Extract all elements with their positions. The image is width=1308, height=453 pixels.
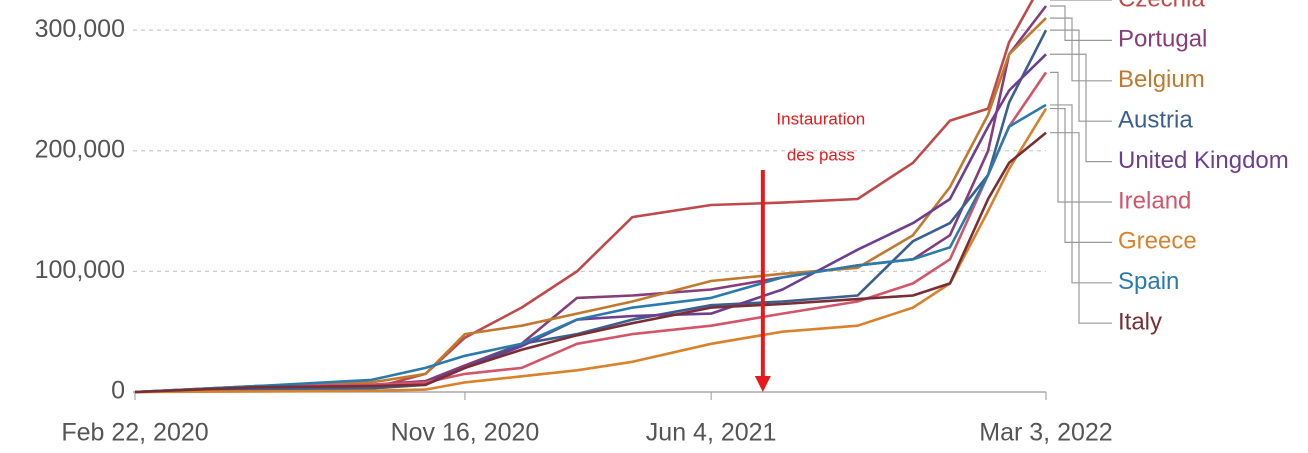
legend-label: Portugal [1118, 26, 1207, 53]
series-line [134, 107, 1048, 394]
y-tick-label: 0 [111, 377, 125, 405]
legend-label: Italy [1118, 309, 1162, 336]
series-line [134, 17, 1047, 394]
label-connector [1050, 104, 1112, 284]
legend-label: Spain [1118, 268, 1179, 295]
legend-label: Czechia [1118, 0, 1205, 12]
series-line [134, 0, 1035, 394]
series-line [134, 131, 1047, 394]
y-tick-label: 100,000 [35, 256, 125, 284]
lines [134, 0, 1048, 394]
x-tick-label: Jun 4, 2021 [646, 419, 777, 447]
series-line [134, 5, 1048, 394]
legend-label: Greece [1118, 228, 1197, 255]
label-connector [1050, 132, 1112, 324]
label-connector [1050, 29, 1112, 122]
label-connector [1050, 5, 1112, 41]
label-connector [1050, 53, 1112, 163]
x-tick-label: Mar 3, 2022 [979, 419, 1112, 447]
y-tick-label: 300,000 [35, 15, 125, 43]
series-line [134, 71, 1048, 394]
annotation-arrowhead [754, 376, 771, 392]
annotation-text: Instauration [776, 109, 865, 128]
legend-label: Austria [1118, 107, 1193, 134]
label-connector [1050, 107, 1112, 243]
x-tick-label: Feb 22, 2020 [61, 419, 208, 447]
legend-label: Ireland [1118, 187, 1191, 214]
annotation-text: des pass [787, 145, 855, 164]
label-connector [1050, 71, 1112, 203]
x-tick-label: Nov 16, 2020 [391, 419, 540, 447]
series-line [134, 103, 1047, 394]
y-tick-label: 200,000 [35, 135, 125, 163]
label-connector [1050, 17, 1112, 82]
series-line [134, 29, 1048, 394]
legend-label: Belgium [1118, 66, 1205, 93]
legend-label: United Kingdom [1118, 147, 1289, 174]
